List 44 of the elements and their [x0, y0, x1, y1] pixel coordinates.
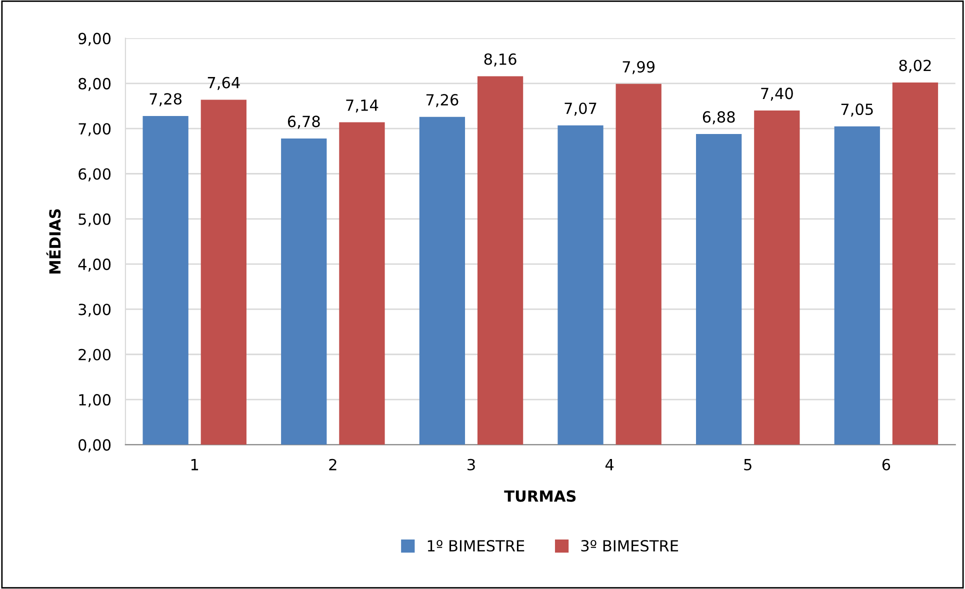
x-tick-label: 2	[329, 458, 336, 470]
bar	[696, 134, 742, 445]
data-label: 6,88	[702, 111, 735, 124]
x-axis-title: TURMAS	[504, 490, 576, 502]
y-tick-label: 8,00	[78, 78, 111, 92]
y-tick-label: 3,00	[78, 304, 111, 317]
bar	[339, 122, 385, 445]
legend-label: 3º BIMESTRE	[581, 540, 678, 552]
data-label: 8,02	[899, 60, 931, 73]
bar	[834, 126, 880, 445]
y-tick-label: 6,00	[78, 168, 111, 182]
y-tick-label: 2,00	[78, 348, 111, 362]
data-label: 7,28	[150, 93, 182, 106]
y-tick-label: 4,00	[78, 258, 111, 272]
y-tick-label: 7,00	[78, 123, 111, 136]
bar	[558, 125, 604, 445]
x-tick-label: 5	[744, 459, 752, 470]
y-tick-label: 1,00	[79, 394, 111, 408]
bar	[754, 110, 800, 445]
bar	[892, 82, 938, 445]
data-label: 7,99	[622, 61, 655, 74]
data-label: 7,14	[346, 100, 378, 113]
data-label: 7,05	[841, 103, 873, 117]
bar	[142, 116, 188, 445]
x-tick-label: 4	[605, 459, 614, 470]
y-tick-label: 0,00	[78, 439, 111, 452]
bar	[200, 100, 246, 445]
y-axis-title: MÉDIAS	[46, 209, 61, 274]
data-label: 7,64	[208, 76, 240, 90]
legend-label: 1º BIMESTRE	[428, 540, 524, 552]
bar	[616, 84, 662, 445]
bar	[477, 76, 524, 445]
data-label: 6,78	[288, 116, 320, 129]
bar	[281, 138, 327, 445]
x-tick-label: 6	[882, 458, 890, 470]
data-label: 7,07	[564, 102, 596, 116]
y-tick-label: 9,00	[78, 32, 111, 46]
x-tick-label: 3	[468, 458, 475, 470]
bar	[419, 116, 466, 445]
data-label: 8,16	[484, 53, 516, 66]
data-label: 7,26	[426, 94, 458, 108]
data-label: 7,40	[761, 88, 793, 101]
y-tick-label: 5,00	[78, 213, 111, 226]
x-tick-label: 1	[191, 459, 198, 470]
